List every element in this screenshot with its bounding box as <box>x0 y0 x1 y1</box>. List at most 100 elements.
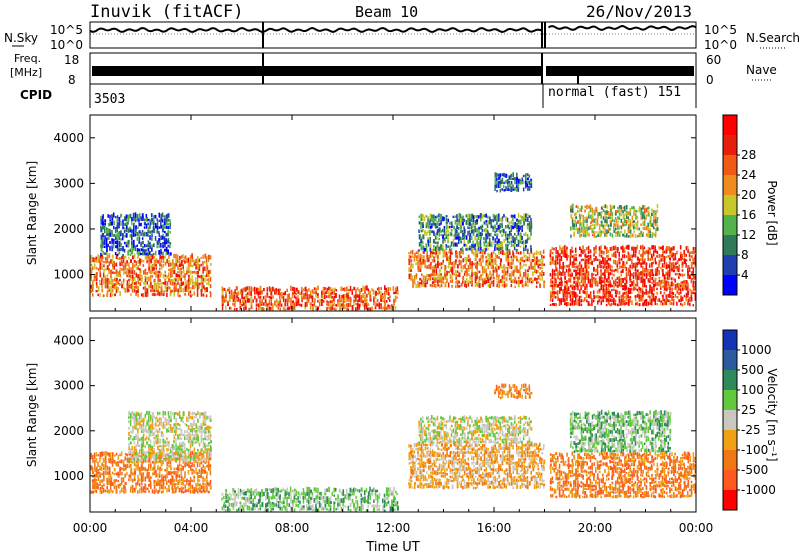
power-cell <box>150 258 153 264</box>
velocity-cell <box>232 502 235 508</box>
velocity-cell <box>144 457 147 461</box>
power-cell <box>526 284 529 287</box>
velocity-heatmap <box>90 383 697 512</box>
velocity-cell <box>133 446 136 451</box>
power-cell <box>138 250 141 256</box>
velocity-cell <box>173 434 175 437</box>
power-cell <box>624 218 626 224</box>
velocity-cell <box>306 486 308 492</box>
power-cell <box>299 292 302 295</box>
power-cell <box>633 223 635 226</box>
power-cell <box>148 255 150 259</box>
power-cell <box>146 293 149 297</box>
power-cell <box>573 232 575 237</box>
power-cell <box>512 269 515 274</box>
power-cell <box>551 284 554 288</box>
power-cell <box>638 206 641 209</box>
power-cell <box>622 222 625 227</box>
power-cell <box>104 277 107 283</box>
velocity-cell <box>142 439 145 445</box>
velocity-cell <box>279 495 281 500</box>
power-cell <box>578 213 581 217</box>
power-cell <box>490 224 493 229</box>
power-cell <box>536 281 538 285</box>
power-cell <box>582 283 585 287</box>
power-cell <box>497 276 500 280</box>
power-cell <box>588 265 590 269</box>
velocity-cell <box>171 444 174 449</box>
power-cell <box>440 233 442 237</box>
power-cell <box>236 295 238 299</box>
power-cell <box>617 216 619 220</box>
power-cell <box>151 289 154 292</box>
velocity-cell <box>247 499 249 503</box>
velocity-cell <box>186 479 188 485</box>
velocity-cell <box>300 505 303 509</box>
power-cell <box>595 206 598 210</box>
power-cell <box>609 303 612 307</box>
power-cell <box>433 265 436 270</box>
power-cell <box>497 247 500 251</box>
power-cell <box>681 287 684 291</box>
velocity-cell <box>161 431 163 434</box>
power-cell <box>579 233 581 238</box>
power-cell <box>569 273 572 277</box>
velocity-cell <box>117 464 120 467</box>
power-cell <box>521 216 524 219</box>
velocity-cell <box>207 451 210 455</box>
power-cell <box>680 303 682 306</box>
velocity-cell <box>261 491 264 497</box>
power-cell <box>93 263 96 267</box>
power-cell <box>236 307 238 311</box>
power-cell <box>111 281 114 285</box>
power-cell <box>663 286 666 291</box>
velocity-cell <box>196 462 199 468</box>
velocity-cell <box>155 434 158 438</box>
cpid-segment-2: normal (fast) 151 <box>548 85 681 100</box>
velocity-cell <box>358 506 361 511</box>
power-cell <box>159 274 162 278</box>
velocity-cell <box>161 491 163 494</box>
power-cell <box>587 257 590 261</box>
power-cell <box>116 240 119 245</box>
power-cell <box>321 290 323 295</box>
power-cell <box>171 278 174 282</box>
power-cell <box>286 307 289 311</box>
power-cell <box>387 297 390 300</box>
power-cell <box>408 261 410 266</box>
velocity-cell <box>189 489 192 494</box>
velocity-cell <box>308 503 311 507</box>
velocity-cell <box>328 498 330 503</box>
power-cell <box>654 212 657 216</box>
power-cell <box>246 296 249 299</box>
power-cell <box>616 262 618 268</box>
power-cell <box>580 279 583 284</box>
velocity-cell <box>195 458 198 462</box>
power-cell <box>522 243 525 248</box>
power-cell <box>600 264 602 269</box>
velocity-cell <box>204 415 206 419</box>
power-cell <box>487 274 490 278</box>
velocity-cell <box>233 500 236 504</box>
power-cell <box>478 247 480 251</box>
power-cell <box>627 228 629 234</box>
power-cell <box>458 212 461 218</box>
velocity-cell <box>153 466 156 471</box>
power-cell <box>633 249 635 255</box>
velocity-cell <box>329 496 332 501</box>
power-cell <box>362 300 364 303</box>
power-cell <box>365 298 368 304</box>
power-cell <box>609 208 612 213</box>
velocity-cell <box>133 468 136 472</box>
power-cell <box>126 241 129 245</box>
power-cell <box>470 246 473 252</box>
power-cell <box>499 262 502 266</box>
power-cell <box>494 238 497 243</box>
velocity-cell <box>137 412 140 416</box>
power-cell <box>685 259 688 262</box>
velocity-cell <box>147 466 150 471</box>
power-cell <box>539 283 541 288</box>
velocity-cell <box>228 502 231 507</box>
power-cell <box>114 235 117 241</box>
velocity-cell <box>324 506 327 511</box>
